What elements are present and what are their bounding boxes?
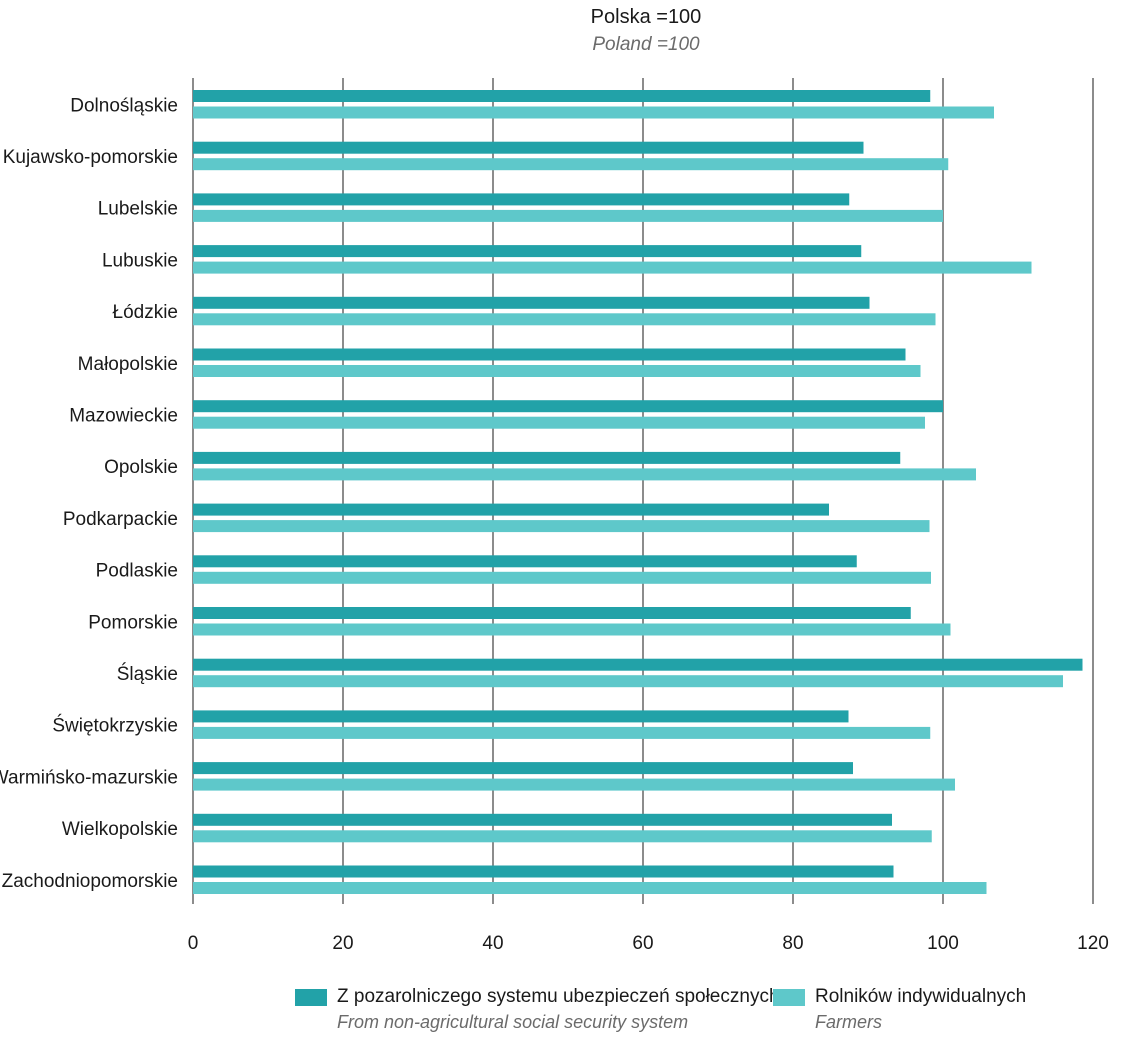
bar-non-agricultural [193,296,870,309]
category-label: Małopolskie [78,354,178,375]
bar-non-agricultural [193,90,931,102]
x-tick-label: 20 [332,933,353,954]
bar-non-agricultural [193,555,857,568]
x-tick-label: 100 [927,933,959,954]
bar-non-agricultural [193,813,892,826]
category-label: Świętokrzyskie [52,715,178,737]
legend-label-non-agricultural: Z pozarolniczego systemu ubezpieczeń spo… [337,986,780,1007]
bar-farmers [193,209,943,222]
bar-farmers [193,830,932,843]
category-label: Wielkopolskie [62,819,178,840]
bar-non-agricultural [193,400,943,413]
chart-subtitle: Poland =100 [592,34,700,55]
bar-non-agricultural [193,451,901,464]
bar-non-agricultural [193,193,850,206]
bar-non-agricultural [193,607,911,619]
category-label: Podkarpackie [63,509,178,530]
bar-farmers [193,158,949,171]
bar-farmers [193,468,976,481]
bar-non-agricultural [193,245,862,258]
category-label: Kujawsko-pomorskie [3,147,178,168]
bar-farmers [193,106,994,119]
bar-farmers [193,882,987,894]
bar-farmers [193,261,1032,274]
legend-sublabel-non-agricultural: From non-agricultural social security sy… [337,1012,689,1032]
bar-farmers [193,571,931,584]
category-label: Lubelskie [98,199,178,220]
category-label: Śląskie [117,663,178,685]
bar-farmers [193,778,955,791]
x-tick-label: 40 [482,933,503,954]
bar-non-agricultural [193,710,849,723]
bar-farmers [193,623,951,636]
legend-sublabel-farmers: Farmers [815,1012,882,1032]
category-label: Opolskie [104,457,178,478]
category-label: Zachodniopomorskie [2,871,178,892]
category-label: Warmińsko-mazurskie [0,767,178,788]
category-label: Lubuskie [102,250,178,271]
category-label: Łódzkie [113,302,179,323]
x-tick-label: 80 [782,933,803,954]
bar-non-agricultural [193,658,1083,671]
legend-swatch-farmers [773,989,805,1006]
bar-farmers [193,726,931,739]
x-tick-label: 60 [632,933,653,954]
bar-farmers [193,675,1063,688]
bar-non-agricultural [193,503,829,516]
legend-swatch-non-agricultural [295,989,327,1006]
bar-farmers [193,416,925,429]
bar-farmers [193,365,921,377]
bar-non-agricultural [193,141,864,154]
bar-non-agricultural [193,865,894,878]
category-label: Dolnośląskie [70,95,178,116]
chart-title: Polska =100 [590,6,702,28]
bar-non-agricultural [193,348,906,361]
category-label: Mazowieckie [69,405,178,426]
category-label: Podlaskie [96,561,178,582]
x-tick-label: 120 [1077,933,1109,954]
x-tick-label: 0 [188,933,199,954]
legend-label-farmers: Rolników indywidualnych [815,986,1027,1007]
bar-farmers [193,313,936,326]
bar-farmers [193,520,930,533]
bar-non-agricultural [193,762,853,775]
category-label: Pomorskie [88,612,178,633]
